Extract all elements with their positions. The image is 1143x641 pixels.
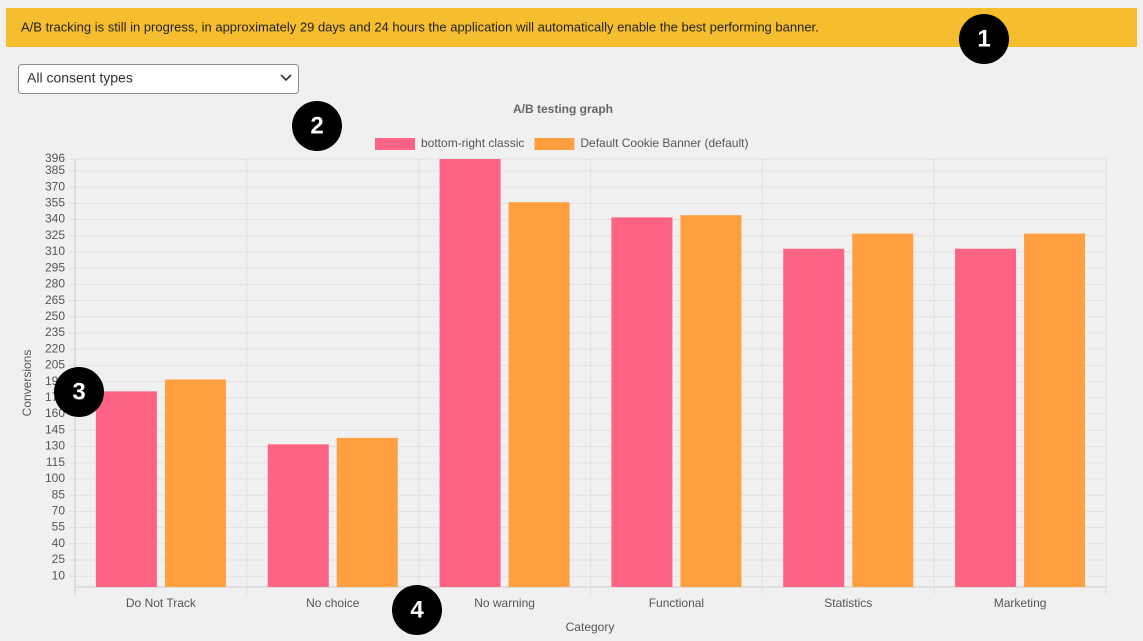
y-tick-label: 396 [45, 151, 65, 165]
y-tick-label: 55 [52, 520, 66, 534]
y-tick-label: 70 [52, 504, 66, 518]
chart-title: A/B testing graph [513, 102, 613, 116]
bar [1024, 233, 1086, 588]
bar [95, 391, 157, 587]
x-tick-label: Do Not Track [126, 596, 197, 610]
bar [267, 444, 329, 587]
legend-label: bottom-right classic [421, 136, 524, 150]
y-axis-title: Conversions [20, 350, 34, 417]
callout-badge [392, 585, 442, 635]
callout-badge [54, 367, 104, 417]
y-tick-label: 10 [52, 568, 66, 582]
legend-label: Default Cookie Banner (default) [580, 136, 748, 150]
bar [852, 233, 914, 588]
x-axis-title: Category [566, 620, 615, 634]
y-tick-label: 310 [45, 244, 65, 258]
callout-number: 1 [977, 25, 990, 52]
callout-number: 2 [310, 112, 323, 139]
y-tick-label: 130 [45, 439, 65, 453]
y-tick-label: 100 [45, 471, 65, 485]
bar [336, 437, 398, 587]
x-tick-label: No warning [474, 596, 535, 610]
y-tick-label: 280 [45, 277, 65, 291]
dropdown-value: All consent types [27, 70, 133, 86]
y-tick-label: 220 [45, 341, 65, 355]
dropdown-chevron [280, 74, 292, 82]
consent-dropdown[interactable] [18, 64, 299, 94]
legend-swatch [375, 138, 415, 150]
bar [439, 159, 501, 587]
y-tick-label: 205 [45, 358, 65, 372]
y-tick-label: 40 [52, 536, 66, 550]
y-tick-label: 250 [45, 309, 65, 323]
callout-badge [292, 101, 342, 151]
bar [508, 202, 570, 587]
x-tick-label: No choice [306, 596, 360, 610]
bar [955, 248, 1017, 587]
y-tick-label: 295 [45, 260, 65, 274]
y-tick-label: 160 [45, 406, 65, 420]
bar [783, 248, 845, 587]
y-tick-label: 265 [45, 293, 65, 307]
y-tick-label: 235 [45, 325, 65, 339]
y-tick-label: 25 [52, 552, 66, 566]
bar [611, 217, 673, 587]
bar [164, 379, 226, 587]
x-tick-label: Marketing [994, 596, 1047, 610]
y-tick-label: 370 [45, 179, 65, 193]
y-tick-label: 85 [52, 487, 66, 501]
x-tick-label: Functional [649, 596, 704, 610]
y-tick-label: 340 [45, 212, 65, 226]
y-tick-label: 145 [45, 422, 65, 436]
y-tick-label: 385 [45, 163, 65, 177]
y-tick-label: 325 [45, 228, 65, 242]
bar [680, 215, 742, 587]
y-tick-label: 115 [46, 455, 65, 469]
banner-text: A/B tracking is still in progress, in ap… [21, 19, 819, 34]
legend-swatch [534, 138, 575, 150]
callout-number: 3 [72, 378, 85, 405]
y-tick-label: 355 [45, 195, 65, 209]
callout-badge [959, 14, 1009, 64]
callout-number: 4 [410, 596, 424, 623]
notice-banner [6, 8, 1137, 47]
x-tick-label: Statistics [824, 596, 872, 610]
